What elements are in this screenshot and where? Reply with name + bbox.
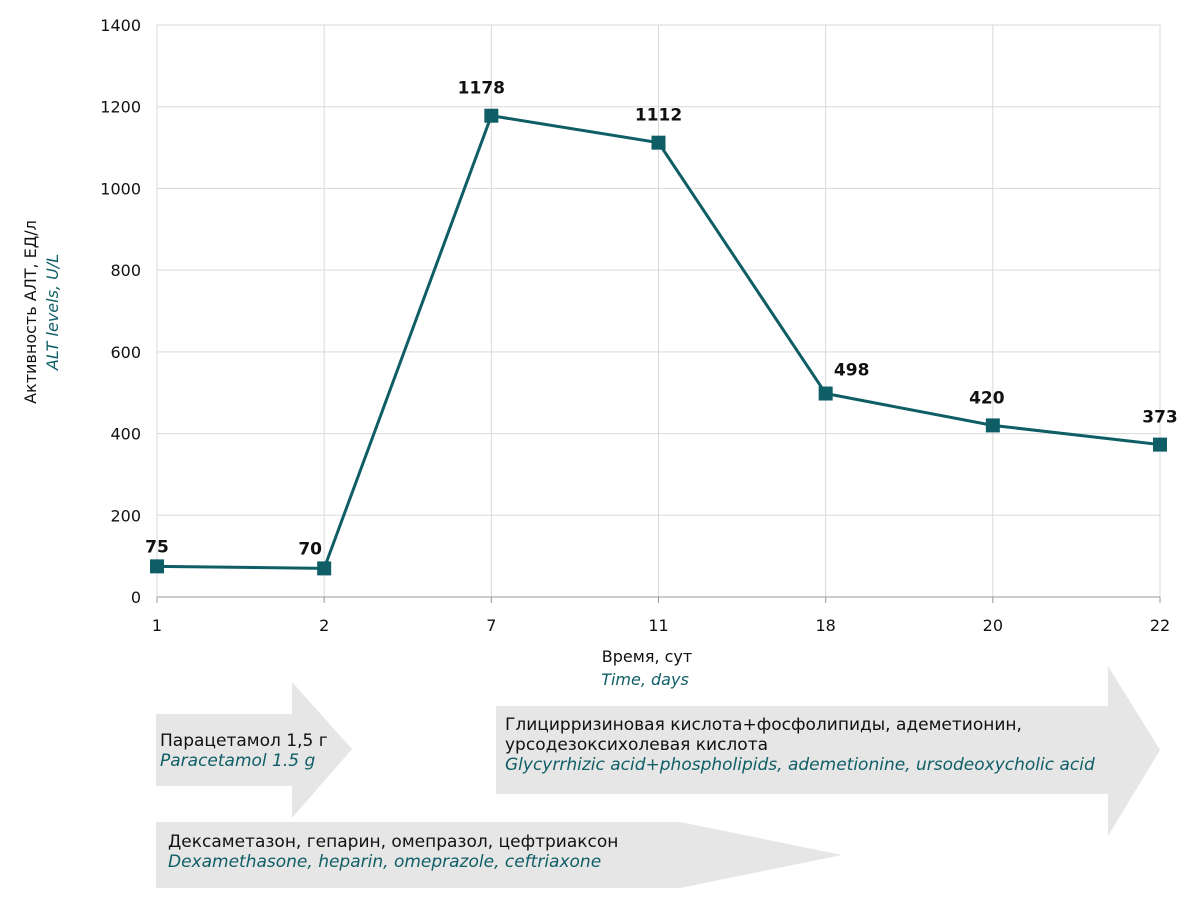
dexamethasone-en: Dexamethasone, heparin, omeprazole, ceft…: [168, 852, 602, 872]
dexamethasone-ru: Дексаметазон, гепарин, омепразол, цефтри…: [168, 832, 619, 852]
x-tick-label: 18: [815, 616, 835, 635]
data-labels: 75 70 1178 1112 498 420 373: [145, 79, 1178, 560]
data-label: 75: [145, 537, 169, 557]
data-point: [985, 418, 1000, 433]
y-axis-label-en: ALT levels, U/L: [43, 254, 62, 371]
x-tick-label: 7: [486, 616, 496, 635]
series-alt: [150, 108, 1167, 576]
x-axis-label-en: Time, days: [601, 670, 689, 689]
data-point: [484, 108, 499, 123]
y-tick-label: 1200: [100, 98, 141, 117]
glycyrrhizic-ru-line2: урсодезоксихолевая кислота: [505, 735, 769, 755]
y-axis-label: Активность АЛТ, ЕД/л: [21, 220, 40, 404]
y-tick-label: 200: [110, 506, 141, 525]
x-tick-label: 1: [152, 616, 162, 635]
x-tick-label: 22: [1150, 616, 1170, 635]
arrow-label-dexamethasone: Дексаметазон, гепарин, омепразол, цефтри…: [168, 832, 618, 872]
data-label: 1112: [635, 106, 682, 126]
x-tick-label: 11: [648, 616, 668, 635]
data-label: 498: [834, 361, 870, 381]
data-label: 373: [1142, 408, 1178, 428]
data-point: [651, 135, 666, 150]
y-tick-label: 400: [110, 425, 141, 444]
y-tick-label: 600: [110, 343, 141, 362]
glycyrrhizic-en: Glycyrrhizic acid+phospholipids, ademeti…: [505, 755, 1095, 775]
arrow-glycyrrhizic: [496, 666, 1160, 836]
paracetamol-ru: Парацетамол 1,5 г: [160, 731, 328, 751]
data-label: 420: [969, 388, 1005, 408]
arrow-paracetamol: [156, 682, 352, 818]
glycyrrhizic-ru: Глицирризиновая кислота+фосфолипиды, аде…: [505, 715, 1022, 735]
data-point: [818, 386, 833, 401]
x-tick-label: 20: [983, 616, 1003, 635]
y-tick-label: 1400: [100, 16, 141, 35]
axes: 0 200 400 600 800 1000 1200 1400 1 2 7 11 18 20 22: [100, 16, 1170, 635]
x-tick-label: 2: [319, 616, 329, 635]
arrow-dexamethasone: [156, 822, 842, 888]
data-label: 70: [298, 539, 322, 559]
arrow-label-paracetamol: Парацетамол 1,5 г Paracetamol 1.5 g: [160, 731, 328, 771]
data-label: 1178: [458, 79, 505, 99]
y-tick-label: 0: [131, 588, 141, 607]
grid: [156, 24, 1161, 597]
arrow-label-glycyrrhizic: Глицирризиновая кислота+фосфолипиды, аде…: [505, 715, 1095, 775]
y-tick-label: 1000: [100, 179, 141, 198]
data-point: [150, 559, 164, 574]
y-tick-label: 800: [110, 261, 141, 280]
x-axis-label: Время, сут: [602, 647, 692, 666]
data-point: [317, 561, 332, 576]
data-point: [1153, 437, 1167, 452]
paracetamol-en: Paracetamol 1.5 g: [160, 751, 316, 771]
